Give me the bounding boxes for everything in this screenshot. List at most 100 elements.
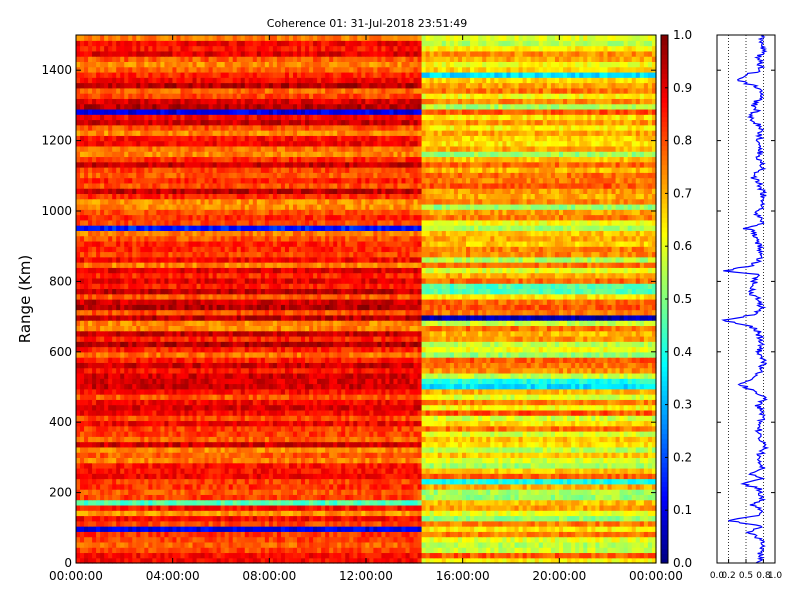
heatmap-cell (116, 299, 121, 305)
heatmap-cell (321, 415, 326, 422)
heatmap-cell (224, 441, 230, 448)
heatmap-cell (208, 288, 214, 295)
heatmap-cell (196, 536, 202, 543)
heatmap-cell (156, 309, 161, 316)
heatmap-cell (288, 272, 294, 279)
heatmap-cell (240, 494, 246, 501)
heatmap-cell (333, 457, 338, 464)
heatmap-cell (148, 262, 153, 268)
heatmap-cell (337, 520, 342, 527)
heatmap-cell (100, 351, 105, 358)
heatmap-cell (124, 478, 129, 485)
heatmap-cell (84, 335, 89, 342)
heatmap-cell (100, 531, 105, 538)
heatmap-cell (144, 531, 149, 538)
heatmap-cell (288, 394, 294, 400)
heatmap-cell (284, 462, 290, 469)
heatmap-cell (164, 346, 170, 353)
heatmap-cell (333, 272, 338, 279)
heatmap-cell (204, 304, 210, 311)
heatmap-cell (112, 404, 117, 411)
heatmap-cell (325, 547, 330, 554)
heatmap-cell (413, 325, 419, 332)
heatmap-cell (76, 457, 81, 464)
heatmap-cell (381, 457, 387, 464)
heatmap-cell (88, 483, 93, 490)
heatmap-cell (240, 320, 246, 326)
heatmap-cell (292, 541, 298, 548)
heatmap-cell (160, 531, 166, 538)
heatmap-cell (232, 547, 238, 554)
heatmap-cell (365, 351, 370, 358)
heatmap-cell (272, 256, 278, 263)
heatmap-cell (160, 536, 166, 543)
heatmap-cell (164, 309, 170, 316)
heatmap-cell (120, 314, 125, 321)
heatmap-cell (84, 462, 89, 469)
heatmap-cell (172, 372, 178, 379)
heatmap-cell (369, 462, 374, 469)
heatmap-cell (333, 304, 338, 311)
heatmap-cell (389, 277, 395, 284)
heatmap-cell (216, 431, 222, 437)
heatmap-cell (417, 494, 423, 501)
heatmap-cell (152, 399, 157, 406)
heatmap-cell (413, 394, 419, 400)
heatmap-cell (337, 420, 342, 427)
heatmap-cell (333, 288, 338, 295)
heatmap-cell (196, 325, 202, 332)
heatmap-cell (220, 357, 226, 363)
heatmap-cell (220, 436, 226, 443)
heatmap-cell (128, 431, 133, 437)
heatmap-cell (192, 541, 198, 548)
heatmap-cell (353, 299, 358, 305)
heatmap-cell (401, 520, 407, 527)
heatmap-cell (176, 362, 182, 369)
heatmap-cell (292, 372, 298, 379)
heatmap-cell (204, 467, 210, 474)
heatmap-cell (337, 277, 342, 284)
heatmap-cell (248, 293, 254, 300)
heatmap-cell (168, 378, 174, 385)
heatmap-cell (264, 489, 270, 495)
heatmap-cell (389, 489, 395, 495)
heatmap-cell (152, 510, 157, 517)
heatmap-cell (160, 362, 166, 369)
heatmap-cell (321, 436, 326, 443)
heatmap-cell (317, 494, 322, 501)
heatmap-cell (148, 446, 153, 453)
heatmap-cell (232, 478, 238, 485)
heatmap-cell (144, 378, 149, 385)
heatmap-cell (192, 494, 198, 501)
heatmap-cell (268, 277, 274, 284)
heatmap-cell (180, 415, 186, 422)
heatmap-cell (196, 473, 202, 480)
heatmap-cell (172, 341, 178, 348)
heatmap-cell (321, 272, 326, 279)
heatmap-cell (373, 346, 378, 353)
heatmap-cell (357, 378, 362, 385)
heatmap-cell (377, 262, 382, 268)
heatmap-cell (268, 293, 274, 300)
heatmap-cell (168, 341, 174, 348)
heatmap-cell (357, 299, 362, 305)
heatmap-cell (244, 436, 250, 443)
heatmap-cell (180, 494, 186, 501)
heatmap-cell (373, 409, 378, 416)
heatmap-cell (309, 515, 314, 522)
heatmap-cell (236, 425, 242, 432)
heatmap-cell (264, 425, 270, 432)
heatmap-cell (256, 552, 262, 559)
heatmap-cell (325, 552, 330, 559)
heatmap-cell (124, 547, 129, 554)
heatmap-cell (164, 494, 170, 501)
heatmap-cell (200, 520, 206, 527)
heatmap-cell (200, 467, 206, 474)
heatmap-cell (417, 510, 423, 517)
heatmap-cell (112, 325, 117, 332)
heatmap-cell (297, 415, 302, 422)
heatmap-cell (353, 541, 358, 548)
heatmap-cell (96, 457, 101, 464)
heatmap-cell (353, 420, 358, 427)
heatmap-cell (92, 520, 97, 527)
